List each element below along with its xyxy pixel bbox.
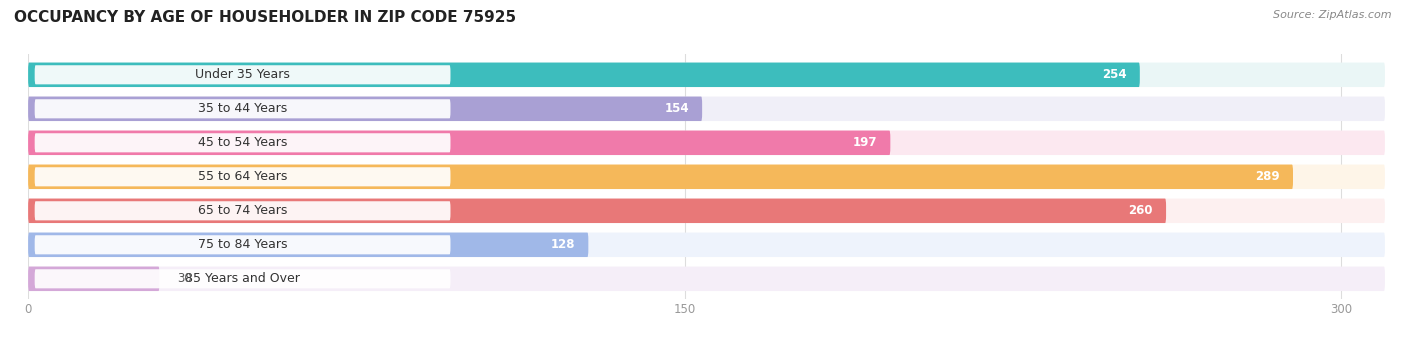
FancyBboxPatch shape: [35, 99, 450, 118]
Text: 55 to 64 Years: 55 to 64 Years: [198, 170, 287, 183]
Text: OCCUPANCY BY AGE OF HOUSEHOLDER IN ZIP CODE 75925: OCCUPANCY BY AGE OF HOUSEHOLDER IN ZIP C…: [14, 10, 516, 25]
FancyBboxPatch shape: [28, 63, 1140, 87]
Text: 35 to 44 Years: 35 to 44 Years: [198, 102, 287, 115]
FancyBboxPatch shape: [28, 165, 1294, 189]
Text: 30: 30: [177, 272, 191, 285]
FancyBboxPatch shape: [28, 131, 890, 155]
FancyBboxPatch shape: [28, 97, 702, 121]
FancyBboxPatch shape: [35, 235, 450, 254]
FancyBboxPatch shape: [35, 133, 450, 152]
Text: Source: ZipAtlas.com: Source: ZipAtlas.com: [1274, 10, 1392, 20]
FancyBboxPatch shape: [35, 201, 450, 220]
FancyBboxPatch shape: [28, 267, 159, 291]
Text: 154: 154: [665, 102, 689, 115]
FancyBboxPatch shape: [35, 65, 450, 84]
Text: 197: 197: [852, 136, 877, 149]
FancyBboxPatch shape: [28, 233, 588, 257]
FancyBboxPatch shape: [35, 167, 450, 186]
FancyBboxPatch shape: [28, 97, 1385, 121]
FancyBboxPatch shape: [28, 199, 1385, 223]
Text: 289: 289: [1256, 170, 1279, 183]
FancyBboxPatch shape: [28, 131, 1385, 155]
Text: 128: 128: [551, 238, 575, 251]
Text: 75 to 84 Years: 75 to 84 Years: [198, 238, 287, 251]
Text: 65 to 74 Years: 65 to 74 Years: [198, 204, 287, 217]
Text: 254: 254: [1102, 68, 1126, 81]
FancyBboxPatch shape: [28, 63, 1385, 87]
FancyBboxPatch shape: [28, 267, 1385, 291]
FancyBboxPatch shape: [28, 199, 1166, 223]
FancyBboxPatch shape: [28, 165, 1385, 189]
Text: 85 Years and Over: 85 Years and Over: [186, 272, 299, 285]
Text: 45 to 54 Years: 45 to 54 Years: [198, 136, 287, 149]
FancyBboxPatch shape: [35, 269, 450, 288]
Text: Under 35 Years: Under 35 Years: [195, 68, 290, 81]
Text: 260: 260: [1129, 204, 1153, 217]
FancyBboxPatch shape: [28, 233, 1385, 257]
